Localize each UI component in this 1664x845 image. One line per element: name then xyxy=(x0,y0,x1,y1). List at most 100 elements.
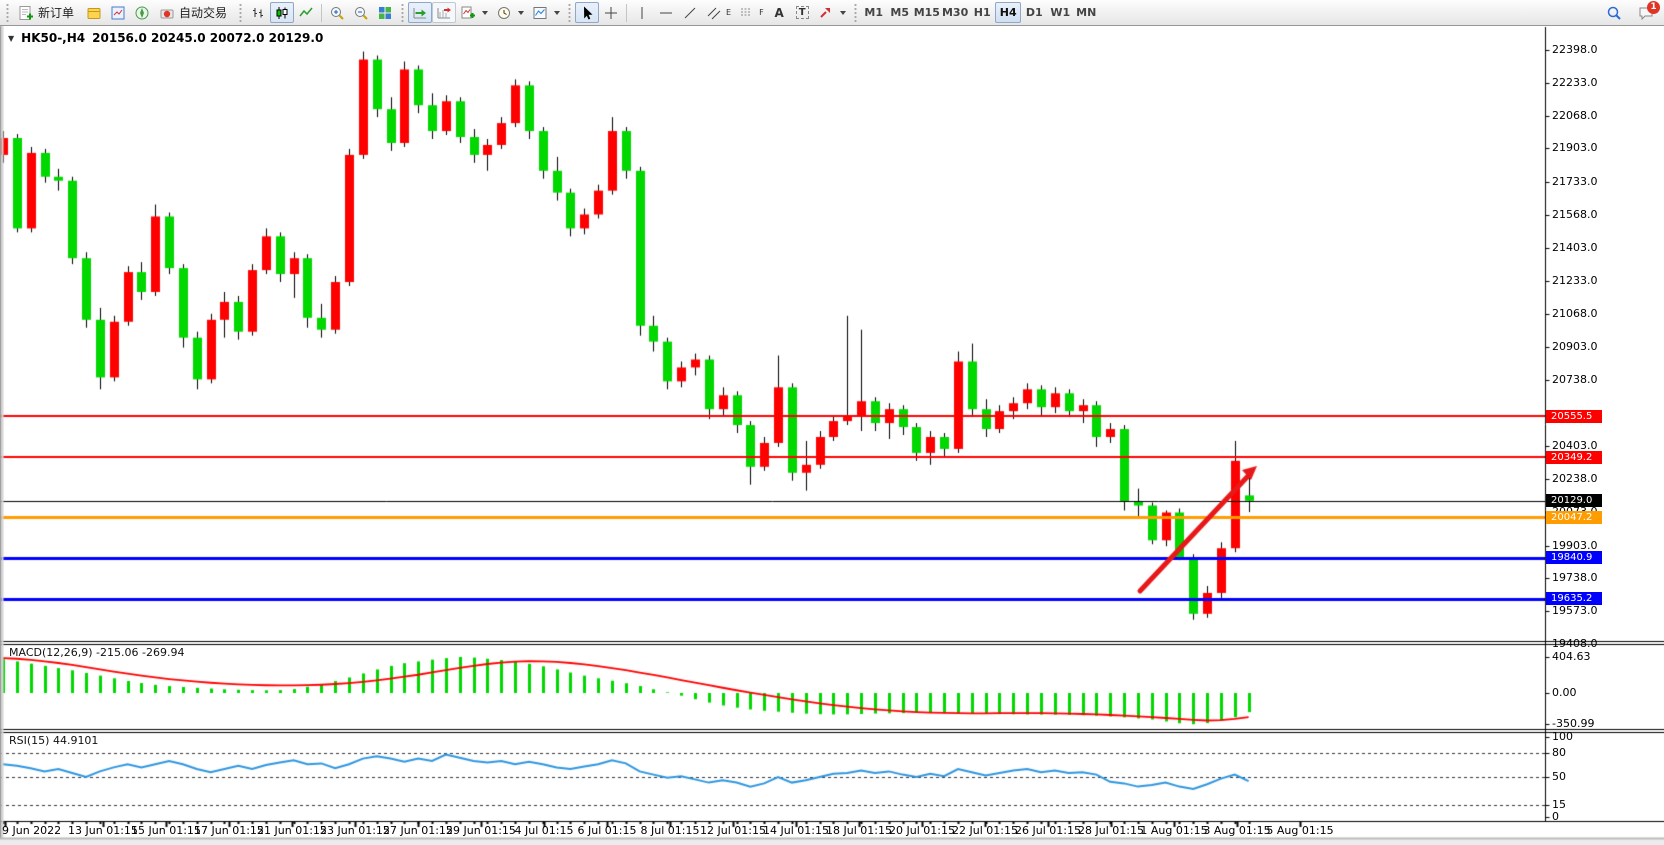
zoom-in-icon xyxy=(329,5,345,21)
date-axis-label: 27 Jun 01:15 xyxy=(383,824,453,837)
indicators-dropdown-caret[interactable] xyxy=(482,10,489,15)
zoom-out-icon xyxy=(353,5,369,21)
price-axis-tick: 22233.0 xyxy=(1552,75,1598,89)
price-axis-tick: 19573.0 xyxy=(1552,604,1598,618)
price-level-tag: 20047.2 xyxy=(1546,510,1602,524)
date-axis-label: 28 Jul 01:15 xyxy=(1078,824,1144,837)
timeframe-m30-button[interactable]: M30 xyxy=(941,2,969,23)
price-axis-tick: 20403.0 xyxy=(1552,439,1598,453)
search-button[interactable] xyxy=(1602,2,1626,23)
rsi-axis-tick: 0 xyxy=(1552,810,1559,823)
toolbar-grip xyxy=(400,3,406,22)
price-level-tag: 19635.2 xyxy=(1546,592,1602,606)
price-axis-tick: 21233.0 xyxy=(1552,274,1598,288)
date-axis-label: 21 Jun 01:15 xyxy=(257,824,327,837)
chart-title: ▼ HK50-,H4 20156.0 20245.0 20072.0 20129… xyxy=(8,31,323,45)
toolbar-grip xyxy=(238,3,244,22)
fibonacci-tool-button[interactable]: F xyxy=(735,2,768,23)
candlestick-chart-button[interactable] xyxy=(270,2,295,23)
rsi-axis-tick: 50 xyxy=(1552,770,1566,783)
new-order-button[interactable]: 新订单 xyxy=(13,2,82,23)
price-axis-tick: 22398.0 xyxy=(1552,43,1598,56)
zoom-out-button[interactable] xyxy=(349,2,373,23)
templates-dropdown-caret[interactable] xyxy=(554,10,561,15)
chat-bubble-icon: 1 xyxy=(1638,0,1660,21)
rsi-axis-tick: 15 xyxy=(1552,798,1566,811)
line-chart-button[interactable] xyxy=(294,2,318,23)
autotrade-button[interactable]: 自动交易 xyxy=(154,2,235,23)
arrows-icon xyxy=(818,5,834,21)
auto-scroll-button[interactable] xyxy=(408,2,433,23)
timeframe-h4-button[interactable]: H4 xyxy=(995,2,1022,23)
autotrade-label: 自动交易 xyxy=(179,6,228,20)
date-axis-label: 17 Jun 01:15 xyxy=(194,824,264,837)
new-order-icon xyxy=(18,5,34,21)
date-axis-label: 15 Jun 01:15 xyxy=(131,824,201,837)
timeframe-mn-button[interactable]: MN xyxy=(1073,2,1099,23)
horizontal-line-tool-button[interactable] xyxy=(654,2,678,23)
toolbar-grip xyxy=(5,3,10,22)
price-axis-tick: 21403.0 xyxy=(1552,240,1598,254)
navigator-button[interactable] xyxy=(130,2,154,23)
bar-chart-button[interactable] xyxy=(246,2,270,23)
price-axis-tick: 22068.0 xyxy=(1552,108,1598,122)
timeframe-m1-button[interactable]: M1 xyxy=(861,2,887,23)
vertical-line-tool-button[interactable] xyxy=(630,2,654,23)
cursor-icon xyxy=(579,5,595,21)
date-axis-label: 8 Jul 01:15 xyxy=(640,824,700,837)
horizontal-line-icon xyxy=(658,5,674,21)
arrows-dropdown-caret[interactable] xyxy=(839,10,846,15)
candlestick-chart-icon xyxy=(274,5,290,21)
rsi-axis-tick: 80 xyxy=(1552,746,1566,759)
date-axis-label: 3 Aug 01:15 xyxy=(1203,824,1271,837)
date-axis-label: 12 Jul 01:15 xyxy=(700,824,766,837)
notification-badge: 1 xyxy=(1647,0,1660,14)
fibonacci-letter: F xyxy=(759,8,764,17)
toolbar-grip xyxy=(852,3,858,22)
price-axis-tick: 20738.0 xyxy=(1552,372,1598,386)
date-axis-label: 18 Jul 01:15 xyxy=(826,824,892,837)
chart-shift-button[interactable] xyxy=(432,2,457,23)
timeframe-w1-button[interactable]: W1 xyxy=(1047,2,1073,23)
line-chart-icon xyxy=(298,5,314,21)
text-label-tool-button[interactable]: T xyxy=(791,2,814,23)
crosshair-button[interactable] xyxy=(599,2,623,23)
timeframe-m5-button[interactable]: M5 xyxy=(887,2,913,23)
channel-icon xyxy=(706,5,722,21)
indicators-button[interactable] xyxy=(456,2,492,23)
price-level-tag: 19840.9 xyxy=(1546,551,1602,565)
text-label-icon: T xyxy=(795,6,809,19)
navigator-icon xyxy=(134,5,150,21)
templates-button[interactable] xyxy=(528,2,564,23)
periods-dropdown-caret[interactable] xyxy=(518,10,525,15)
cursor-button[interactable] xyxy=(575,2,600,23)
autotrade-icon xyxy=(159,5,175,21)
toolbar-separator xyxy=(321,3,323,22)
profiles-button[interactable] xyxy=(82,2,106,23)
date-axis-label: 13 Jun 01:15 xyxy=(68,824,138,837)
periods-button[interactable] xyxy=(492,2,528,23)
channel-tool-button[interactable]: E xyxy=(702,2,735,23)
timeframe-h1-button[interactable]: H1 xyxy=(969,2,995,23)
price-axis-tick: 21568.0 xyxy=(1552,207,1598,221)
notifications-button[interactable]: 1 xyxy=(1634,0,1660,23)
toolbar-grip xyxy=(567,3,573,22)
date-axis-label: 20 Jul 01:15 xyxy=(889,824,955,837)
tile-windows-button[interactable] xyxy=(373,2,397,23)
date-axis-label: 26 Jul 01:15 xyxy=(1015,824,1081,837)
price-axis-tick: 19408.0 xyxy=(1552,637,1598,650)
timeframe-d1-button[interactable]: D1 xyxy=(1021,2,1047,23)
timeframe-m15-button[interactable]: M15 xyxy=(913,2,941,23)
zoom-in-button[interactable] xyxy=(325,2,349,23)
market-watch-button[interactable] xyxy=(106,2,130,23)
price-axis-tick: 21903.0 xyxy=(1552,141,1598,155)
toolbar: 新订单 自动交易 xyxy=(0,0,1664,26)
macd-axis-tick: 404.63 xyxy=(1552,650,1591,663)
arrows-tool-button[interactable] xyxy=(814,2,850,23)
collapse-arrow-icon[interactable]: ▼ xyxy=(8,33,15,43)
text-tool-button[interactable]: A xyxy=(768,2,791,23)
fibonacci-icon xyxy=(739,5,755,21)
date-axis-label: 1 Aug 01:15 xyxy=(1140,824,1208,837)
trendline-tool-button[interactable] xyxy=(678,2,702,23)
